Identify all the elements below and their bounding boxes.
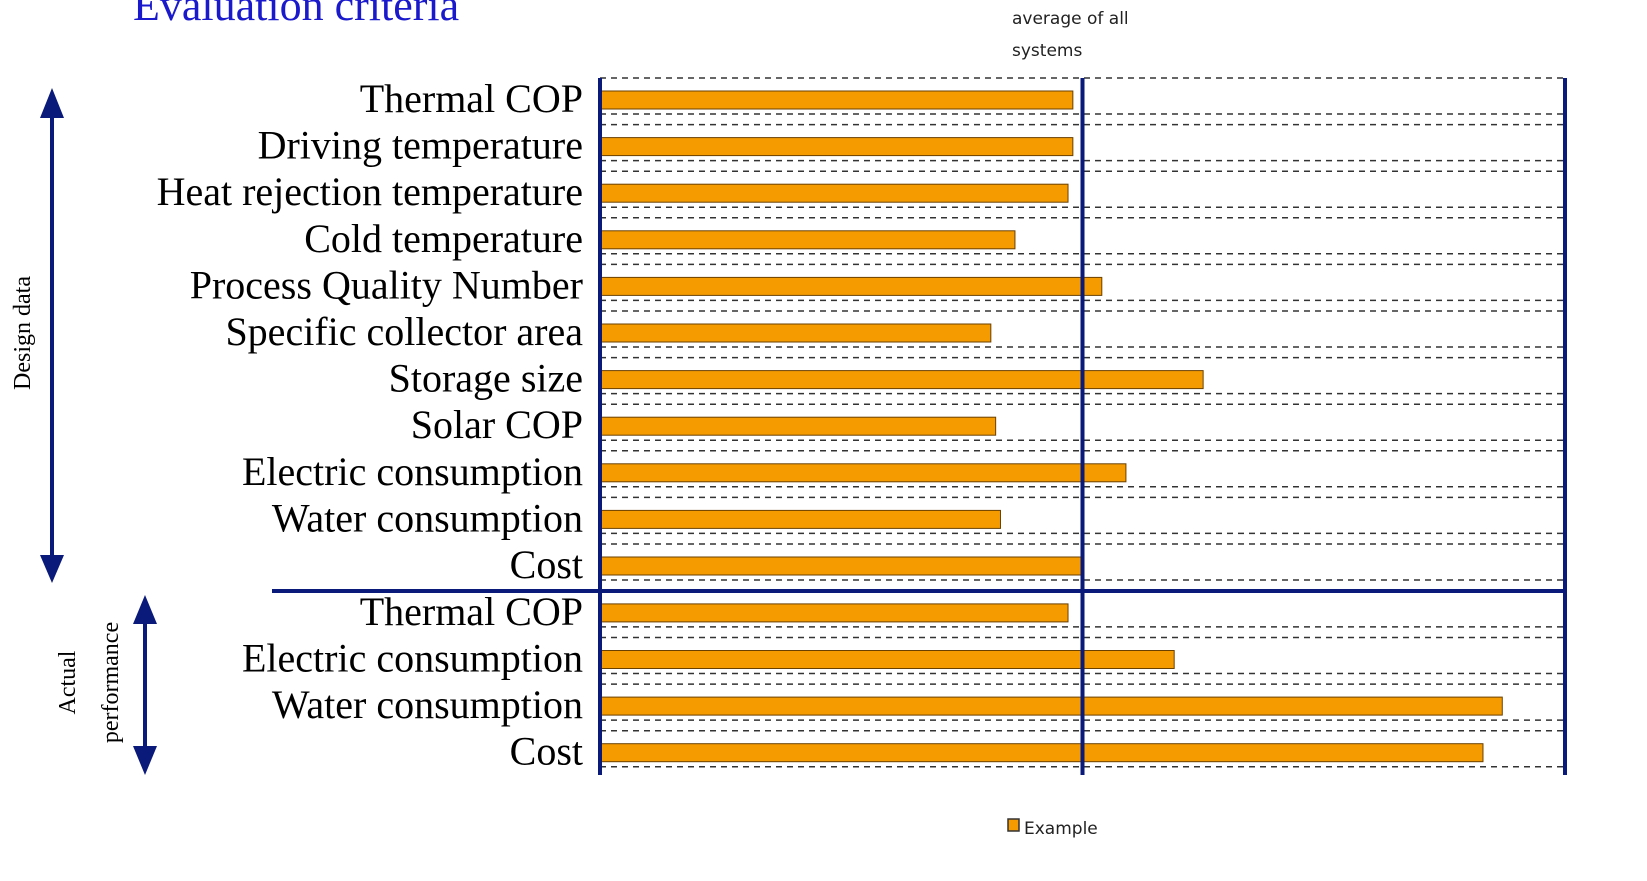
bar xyxy=(599,650,1175,669)
bar xyxy=(599,230,1016,250)
category-label: Process Quality Number xyxy=(190,262,583,307)
chart-title: Evaluation criteria xyxy=(133,0,459,30)
bar xyxy=(599,323,992,343)
bar xyxy=(599,509,1001,529)
bar xyxy=(599,137,1074,157)
category-label: Solar COP xyxy=(411,402,583,447)
category-label: Electric consumption xyxy=(242,636,583,681)
bar xyxy=(599,370,1204,390)
category-label: Driving temperature xyxy=(258,123,583,168)
group-label: Design data xyxy=(10,276,36,390)
category-label: Heat rejection temperature xyxy=(157,169,583,214)
bar xyxy=(599,603,1069,623)
group-label: Actual xyxy=(55,650,81,714)
group-label: performance xyxy=(98,622,124,743)
legend-label: Example xyxy=(1024,819,1098,839)
category-label: Water consumption xyxy=(272,495,583,540)
category-label: Thermal COP xyxy=(360,76,583,121)
category-label: Thermal COP xyxy=(360,589,583,634)
category-label: Storage size xyxy=(389,356,583,401)
bar xyxy=(599,183,1069,203)
bar xyxy=(599,90,1074,110)
bar xyxy=(599,463,1127,483)
bar xyxy=(599,696,1503,716)
category-label: Electric consumption xyxy=(242,449,583,494)
annotation: systems xyxy=(1012,41,1082,61)
bar xyxy=(599,556,1083,576)
legend-swatch xyxy=(1007,818,1020,832)
annotation: average of all xyxy=(1012,9,1129,29)
bar xyxy=(599,276,1103,296)
group-arrows xyxy=(40,88,157,775)
category-label: Cost xyxy=(510,542,583,587)
category-label: Cost xyxy=(510,729,583,774)
bar xyxy=(599,743,1484,763)
bar xyxy=(599,416,997,436)
category-label: Cold temperature xyxy=(304,216,583,261)
category-label: Water consumption xyxy=(272,682,583,727)
category-label: Specific collector area xyxy=(225,309,583,354)
